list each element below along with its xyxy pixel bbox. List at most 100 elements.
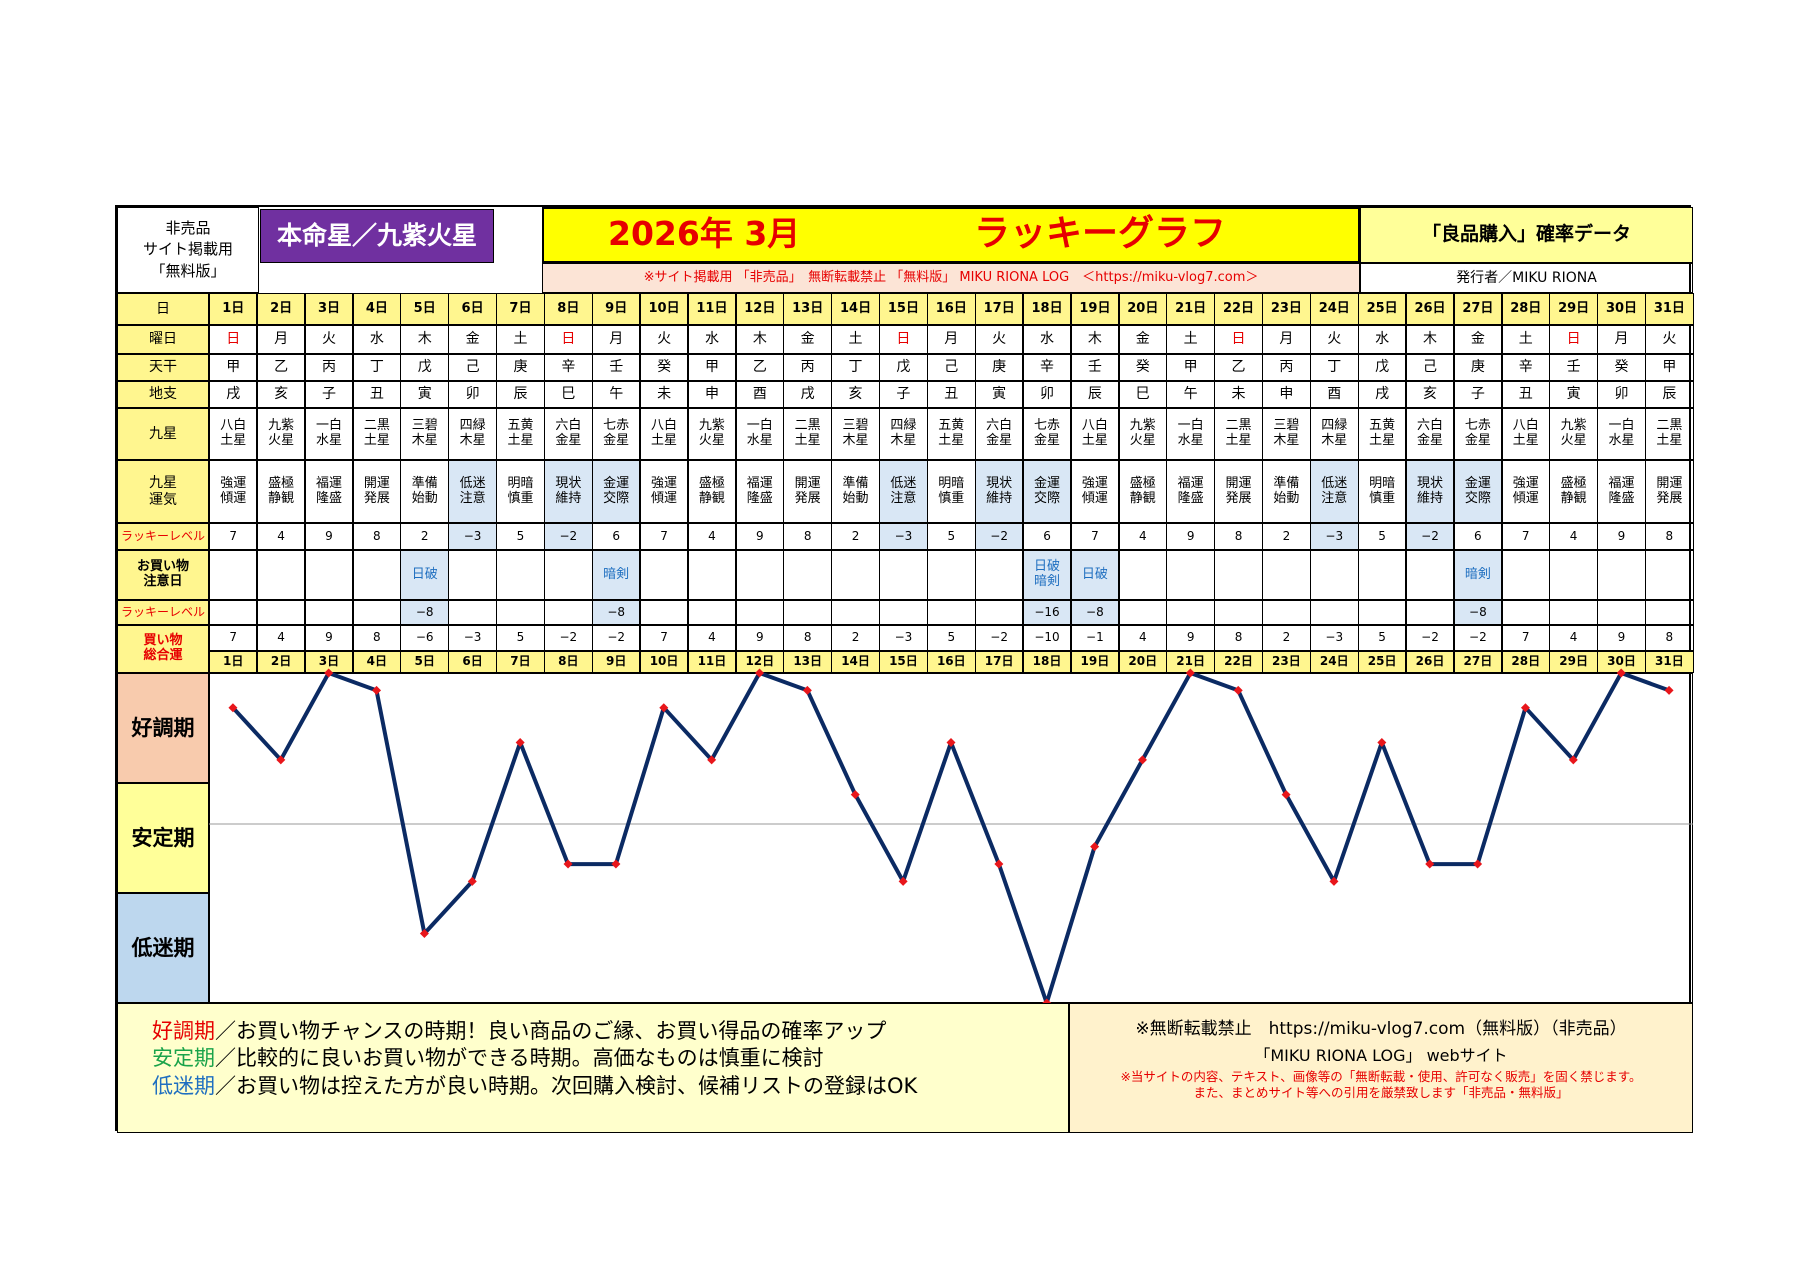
fortune-text: 隆盛 [746,490,773,506]
total-label-cell: −10 [1022,625,1072,651]
chishi-cell: 卯 [1022,381,1072,408]
fortune-text: 低迷 [459,475,486,491]
total-label-cell: 8 [352,625,402,651]
band-label-good: 好調期 [117,673,209,783]
fortune-cell: 準備 始動 [400,460,449,523]
fortune-cell: 福運 隆盛 [304,460,354,523]
total-label-cell: 2 [831,625,880,651]
legend-text: ／比較的に良いお買い物ができる時期。高価なものは慎重に検討 [215,1046,824,1071]
fortune-cell: 盛極 静観 [687,460,737,523]
caution-cell: 日破 [400,550,449,600]
weekdays-cell: 土 [831,325,880,354]
weekdays-cell: 金 [448,325,497,354]
tenkan-cell: 丙 [304,354,354,381]
kyusei-cell: 八白 土星 [639,408,689,460]
tenkan-cell: 庚 [974,354,1024,381]
fortune-cell: 準備 始動 [831,460,880,523]
kyusei-text: 土星 [794,433,821,448]
kyusei-text: 八白 [1512,418,1539,434]
fortune-cell: 現状 維持 [974,460,1024,523]
caution-cell [1262,550,1311,600]
lucky-level-cell: 9 [304,523,354,550]
kyusei-cell: 九紫 火星 [1118,408,1168,460]
fortune-cell: 開運 発展 [1214,460,1263,523]
kyusei-text: 二黒 [1225,418,1252,434]
kyusei-text: 金星 [1034,433,1061,448]
legend-text: ／お買い物は控えた方が良い時期。次回購入検討、候補リストの登録はOK [215,1073,918,1098]
kyusei-text: 土星 [220,433,247,448]
caution-cell: 日破 暗剣 [1022,550,1072,600]
not-for-sale-line: 非売品 [165,219,211,238]
chishi-cell: 子 [879,381,928,408]
total-label-cell: 4 [1118,625,1168,651]
days-cell: 31日 [1645,293,1694,325]
total-label-cell: 7 [639,625,689,651]
tenkan-cell: 壬 [591,354,641,381]
notice-bar: ※サイト掲載用 「非売品」 無断転載禁止 「無料版」 MIKU RIONA LO… [542,263,1360,293]
fortune-text: 強運 [1512,475,1539,491]
kyusei-text: 五黄 [507,418,534,434]
row-label-lucky-level: ラッキーレベル [117,523,209,550]
weekdays-cell: 木 [735,325,785,354]
chishi-cell: 未 [1214,381,1263,408]
total-label-cell: 8 [1645,625,1694,651]
lucky-level-cell: 7 [1070,523,1120,550]
total-label-cell: −2 [544,625,593,651]
days-cell: 1日 [209,293,258,325]
fortune-cell: 盛極 静観 [1118,460,1168,523]
chishi-cell: 寅 [1549,381,1598,408]
legend-term: 好調期 [152,1019,215,1043]
caution-cell [879,550,928,600]
days-cell: 30日 [1597,293,1646,325]
caution-level-cell [1310,600,1359,625]
footer-notice-box: ※無断転載禁止 https://miku-vlog7.com（無料版）（非売品）… [1069,1003,1693,1133]
caution-cell [831,550,880,600]
day-footer-cell: 6日 [448,651,497,673]
total-label-cell: 9 [1597,625,1646,651]
chishi-cell: 辰 [1070,381,1120,408]
kyusei-text: 一白 [1608,418,1635,434]
kyusei-text: 木星 [842,433,869,448]
band-label-stable: 安定期 [117,783,209,893]
caution-cell [1357,550,1407,600]
day-footer-cell: 25日 [1357,651,1407,673]
fortune-cell: 現状 維持 [544,460,593,523]
fortune-text: 現状 [1416,475,1443,491]
fortune-text: 傾運 [1081,490,1108,506]
fortune-text: 始動 [1273,490,1300,506]
fortune-text: 維持 [986,490,1013,506]
tenkan-cell: 辛 [544,354,593,381]
day-footer-cell: 31日 [1645,651,1694,673]
day-footer-cell: 15日 [879,651,928,673]
kyusei-text: 金星 [1416,433,1443,448]
days-cell: 6日 [448,293,497,325]
chishi-cell: 未 [639,381,689,408]
lucky-level-cell: 8 [1214,523,1263,550]
kyusei-text: 木星 [1321,433,1348,448]
fortune-cell: 低迷 注意 [448,460,497,523]
fortune-text: 静観 [268,490,295,506]
tenkan-cell: 庚 [1453,354,1503,381]
days-cell: 14日 [831,293,880,325]
lucky-level-cell: 6 [1022,523,1072,550]
fortune-cell: 低迷 注意 [1310,460,1359,523]
day-footer-cell: 23日 [1262,651,1311,673]
day-footer-cell: 9日 [591,651,641,673]
fortune-text: 現状 [555,475,582,491]
weekdays-cell: 金 [783,325,832,354]
kyusei-cell: 五黄 土星 [927,408,976,460]
fortune-text: 福運 [1608,475,1635,491]
fortune-cell: 現状 維持 [1405,460,1455,523]
weekdays-cell: 月 [256,325,306,354]
year-month-title: 2026年 3月 [608,214,801,253]
days-cell: 15日 [879,293,928,325]
caution-level-cell [879,600,928,625]
caution-cell [352,550,402,600]
fortune-text: 注意 [890,490,917,506]
legend-term: 安定期 [152,1046,215,1071]
row-label-text: お買い物 [136,559,189,575]
publisher: 発行者／MIKU RIONA [1360,263,1693,293]
caution-cell [687,550,737,600]
fortune-cell: 金運 交際 [1453,460,1503,523]
day-footer-cell: 1日 [209,651,258,673]
